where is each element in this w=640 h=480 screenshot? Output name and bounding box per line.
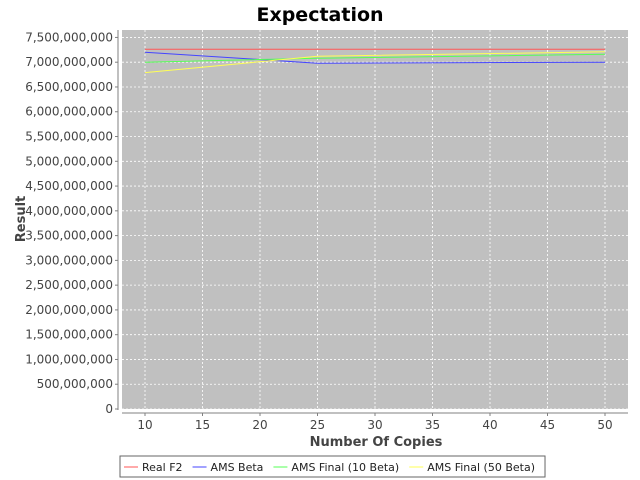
y-tick-label-15: 7,500,000,000	[25, 30, 113, 44]
legend-label-1: AMS Beta	[211, 461, 264, 474]
y-tick-label-5: 2,500,000,000	[25, 278, 113, 292]
y-tick-label-2: 1,000,000,000	[25, 352, 113, 366]
y-tick-label-14: 7,000,000,000	[25, 55, 113, 69]
x-tick-label-6: 40	[482, 418, 497, 432]
chart-title: Expectation	[256, 4, 383, 26]
y-tick-label-9: 4,500,000,000	[25, 179, 113, 193]
series-line-1	[144, 51, 606, 64]
x-tick-label-0: 10	[137, 418, 152, 432]
legend: Real F2 AMS Beta AMS Final (10 Beta) AMS Fi…	[119, 455, 546, 478]
series-line-3	[144, 51, 606, 74]
y-tick-label-8: 4,000,000,000	[25, 204, 113, 218]
x-tick-label-2: 20	[252, 418, 267, 432]
y-axis-ticks: 0 500,000,000 1,000,000,000 1,500,000,000 2,…	[25, 30, 118, 416]
x-axis-label: Number Of Copies	[310, 435, 443, 450]
y-tick-label-6: 3,000,000,000	[25, 253, 113, 267]
legend-label-3: AMS Final (50 Beta)	[427, 461, 535, 474]
y-tick-label-3: 1,500,000,000	[25, 328, 113, 342]
y-axis-label: Result	[14, 196, 29, 243]
x-tick-label-4: 30	[367, 418, 382, 432]
y-tick-label-13: 6,500,000,000	[25, 80, 113, 94]
x-axis-ticks: 10 15 20 25 30 35 40 45 50	[137, 413, 613, 432]
y-tick-label-12: 6,000,000,000	[25, 105, 113, 119]
y-tick-label-0: 0	[105, 402, 113, 416]
legend-box	[119, 455, 546, 478]
x-tick-label-8: 50	[597, 418, 612, 432]
x-tick-label-3: 25	[310, 418, 325, 432]
x-tick-label-5: 35	[425, 418, 440, 432]
y-tick-label-4: 2,000,000,000	[25, 303, 113, 317]
grid-lines	[122, 30, 628, 410]
x-tick-label-7: 45	[540, 418, 555, 432]
series-line-2	[144, 53, 606, 63]
y-tick-label-7: 3,500,000,000	[25, 229, 113, 243]
y-tick-label-11: 5,500,000,000	[25, 130, 113, 144]
series-lines	[144, 48, 606, 74]
x-tick-label-1: 15	[195, 418, 210, 432]
legend-label-2: AMS Final (10 Beta)	[291, 461, 399, 474]
legend-label-0: Real F2	[142, 461, 183, 474]
y-tick-label-10: 5,000,000,000	[25, 154, 113, 168]
y-tick-label-1: 500,000,000	[37, 377, 113, 391]
